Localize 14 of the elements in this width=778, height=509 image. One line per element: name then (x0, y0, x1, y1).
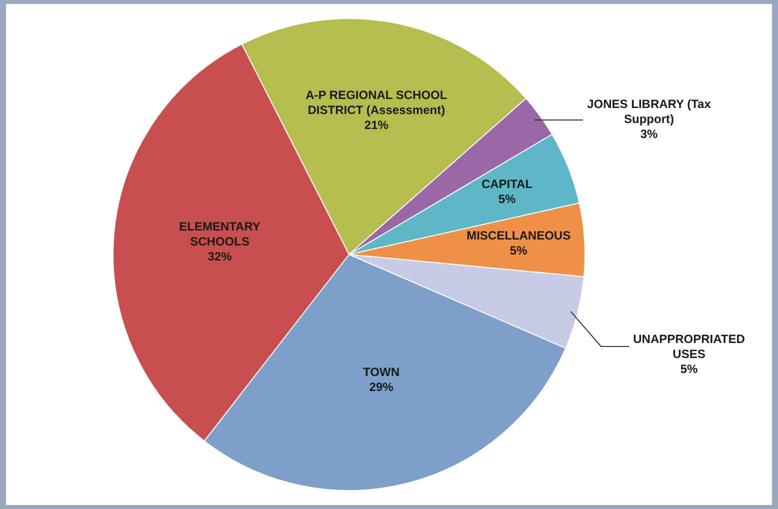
slice-label: CAPITAL (481, 176, 533, 191)
data-label: 3% (640, 126, 658, 141)
data-label: 29% (369, 380, 394, 394)
slice-label: TOWN (363, 365, 400, 380)
slice-label: ELEMENTARY SCHOOLS (179, 220, 260, 249)
data-label: 5% (680, 362, 698, 376)
data-label: 21% (364, 118, 389, 132)
slice-label: JONES LIBRARY (Tax Support) (587, 96, 712, 126)
slice-label: A-P REGIONAL SCHOOL DISTRICT (Assessment) (306, 88, 448, 118)
slice-label: MISCELLANEOUS (466, 228, 571, 243)
data-label: 5% (498, 192, 516, 206)
slice-label: UNAPPROPRIATED USES (633, 332, 746, 361)
data-label: 5% (510, 244, 528, 258)
data-label: 32% (208, 250, 232, 264)
